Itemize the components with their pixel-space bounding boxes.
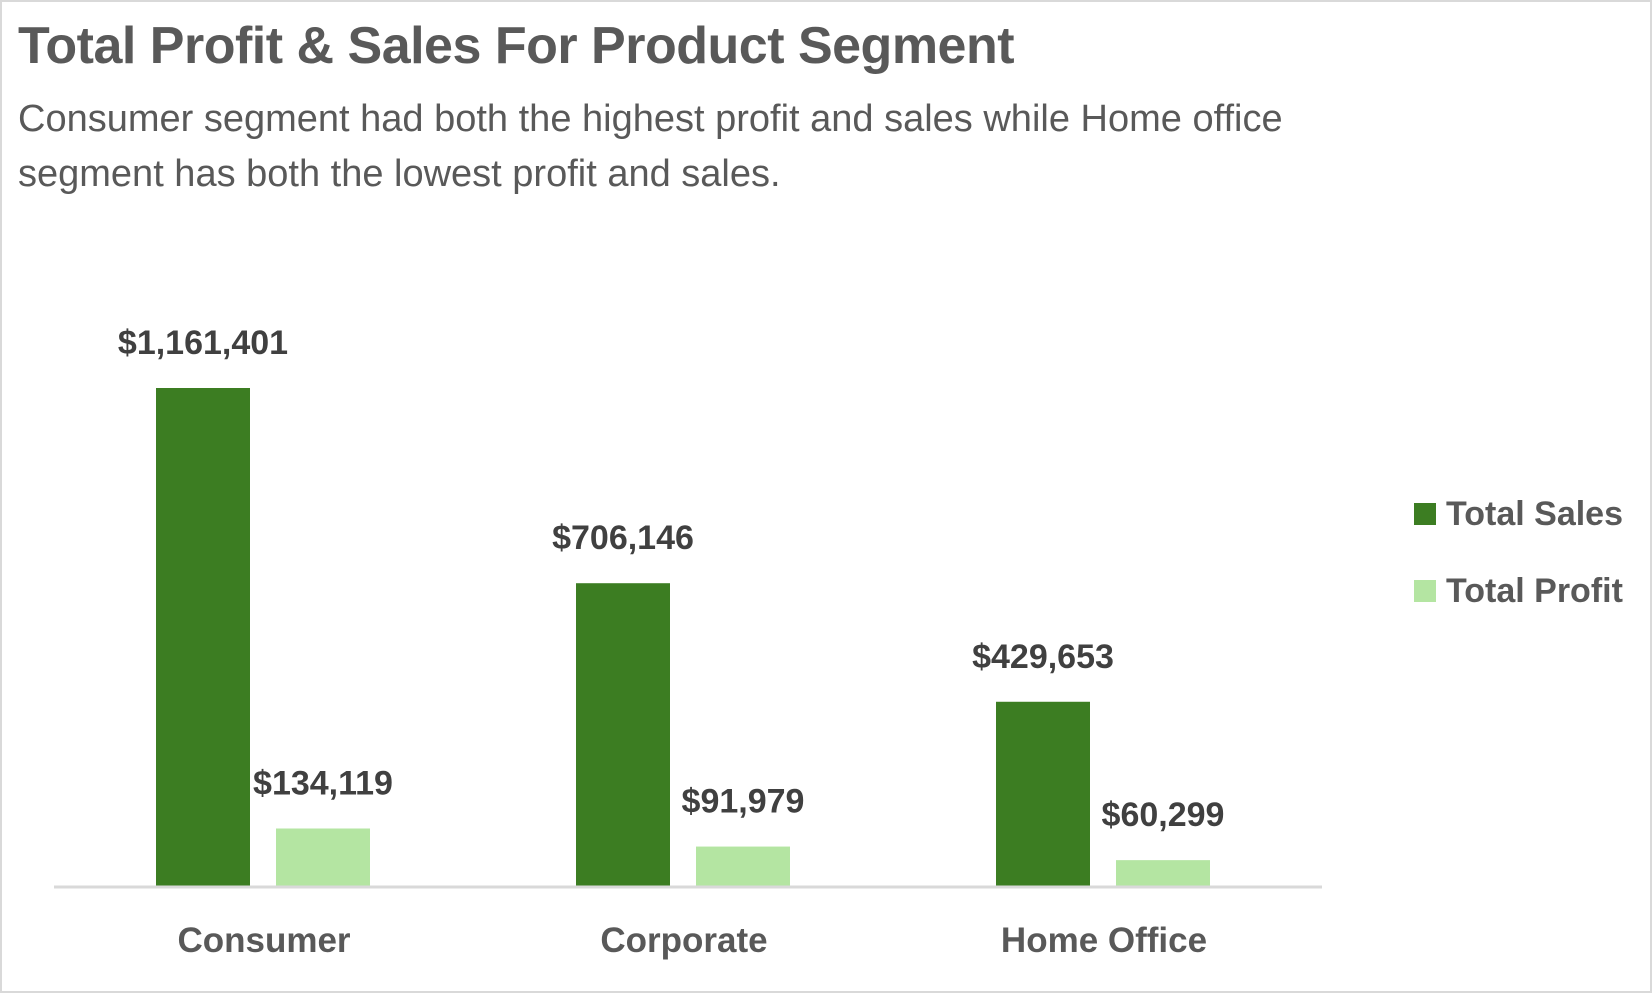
data-label-sales-corporate: $706,146 — [552, 519, 694, 557]
category-label-home-office: Home Office — [1001, 921, 1207, 960]
data-label-sales-consumer: $1,161,401 — [118, 324, 288, 362]
chart-subtitle: Consumer segment had both the highest pr… — [18, 98, 1283, 195]
bar-profit-corporate — [696, 846, 790, 886]
legend-item-sales: Total Sales — [1414, 494, 1623, 534]
data-label-profit-consumer: $134,119 — [253, 764, 393, 802]
category-label-corporate: Corporate — [600, 921, 767, 960]
bar-profit-consumer — [276, 828, 370, 886]
data-label-sales-home-office: $429,653 — [972, 638, 1114, 676]
bar-sales-home-office — [996, 701, 1090, 886]
legend-label-profit: Total Profit — [1446, 571, 1623, 610]
chart-title: Total Profit & Sales For Product Segment — [18, 17, 1015, 75]
bar-sales-consumer — [156, 388, 250, 886]
bar-sales-corporate — [576, 583, 670, 886]
legend-swatch-profit — [1414, 580, 1436, 602]
legend-swatch-sales — [1414, 503, 1436, 525]
chart-legend: Total Sales Total Profit — [1414, 494, 1623, 648]
data-label-profit-corporate: $91,979 — [682, 783, 805, 821]
data-label-profit-home-office: $60,299 — [1102, 796, 1225, 834]
legend-label-sales: Total Sales — [1446, 494, 1623, 533]
bar-profit-home-office — [1116, 860, 1210, 886]
category-label-consumer: Consumer — [177, 921, 350, 960]
legend-item-profit: Total Profit — [1414, 571, 1623, 611]
